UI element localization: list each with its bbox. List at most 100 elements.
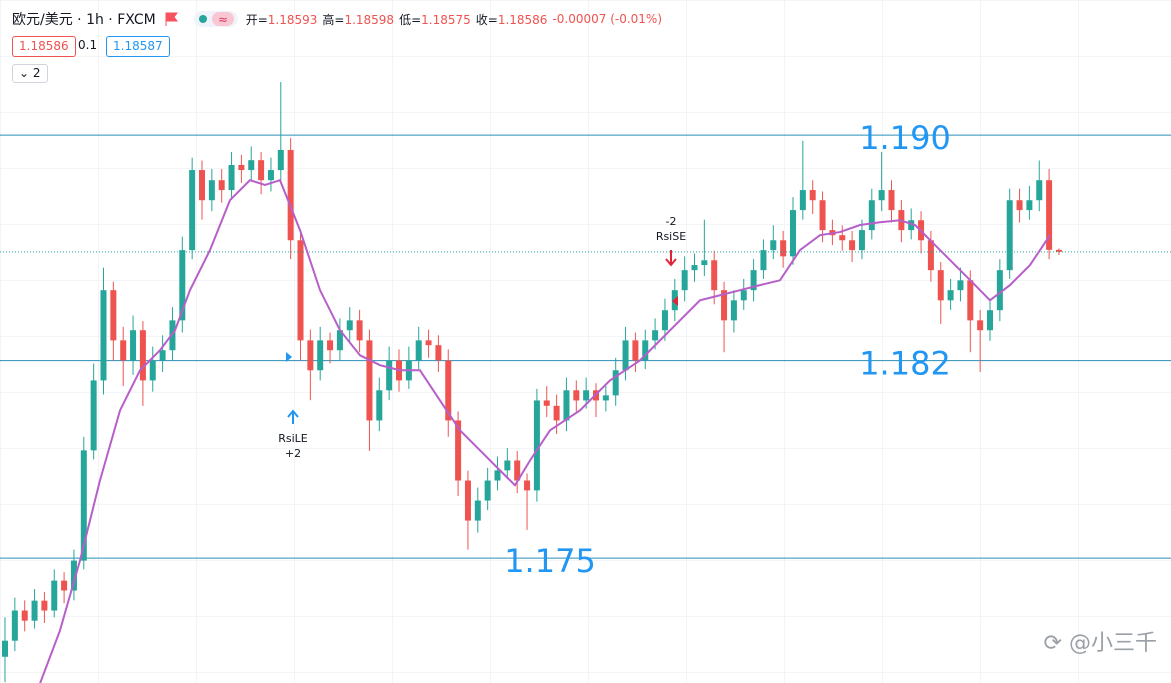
candle-body bbox=[208, 180, 215, 201]
candle-body bbox=[858, 230, 865, 251]
candle-body bbox=[996, 270, 1003, 311]
spread: 0.1 bbox=[78, 38, 98, 52]
indicator-count: 2 bbox=[32, 66, 41, 80]
level-label: 1.175 bbox=[504, 542, 596, 580]
candle-body bbox=[317, 340, 324, 371]
candle-body bbox=[189, 170, 196, 251]
long-marker bbox=[286, 352, 292, 362]
short-arrow bbox=[665, 250, 677, 267]
candle-body bbox=[987, 310, 993, 331]
moving-average bbox=[39, 178, 1051, 683]
candle-body bbox=[287, 150, 294, 241]
level-label: 1.182 bbox=[859, 345, 951, 383]
candle-body bbox=[888, 190, 895, 211]
candle-body bbox=[248, 160, 255, 171]
candle-body bbox=[484, 480, 491, 501]
ohlc-label: 高= bbox=[322, 12, 345, 27]
candle-body bbox=[770, 240, 777, 251]
signal-name: RsiLE bbox=[278, 432, 308, 445]
candle-body bbox=[41, 600, 48, 611]
candle-body bbox=[51, 580, 58, 611]
candle-body bbox=[1055, 249, 1062, 252]
candle-body bbox=[927, 240, 934, 271]
candle-body bbox=[602, 395, 609, 401]
buy-price[interactable]: 1.18587 bbox=[106, 36, 170, 57]
candle-body bbox=[740, 290, 747, 301]
candle-body bbox=[277, 150, 284, 171]
signal-name: RsiSE bbox=[656, 230, 686, 243]
candle-body bbox=[366, 340, 373, 421]
candle-body bbox=[455, 420, 462, 481]
candle-body bbox=[701, 260, 708, 266]
candle-body bbox=[130, 330, 137, 361]
candle-body bbox=[159, 350, 166, 361]
candle-body bbox=[415, 340, 422, 361]
candle-body bbox=[711, 260, 718, 291]
candle-body bbox=[681, 270, 688, 291]
candle-body bbox=[1036, 180, 1043, 201]
candle-body bbox=[849, 240, 856, 251]
candle-body bbox=[494, 470, 501, 481]
flag-icon[interactable] bbox=[164, 12, 178, 26]
candle-body bbox=[878, 190, 885, 201]
short-marker bbox=[672, 296, 678, 306]
candle-body bbox=[652, 330, 659, 341]
candle-body bbox=[839, 235, 846, 241]
candle-body bbox=[573, 390, 580, 401]
candle-body bbox=[1026, 200, 1033, 211]
candle-body bbox=[267, 170, 274, 181]
candle-body bbox=[80, 450, 87, 561]
svg-text:≈: ≈ bbox=[218, 13, 228, 27]
candle-body bbox=[868, 200, 875, 231]
candle-body bbox=[908, 220, 915, 231]
candle-body bbox=[336, 330, 343, 351]
ohlc-value: 1.18593 bbox=[267, 12, 318, 27]
candle-body bbox=[120, 340, 127, 361]
watermark-text: @小三千 bbox=[1068, 631, 1157, 656]
candle-body bbox=[553, 405, 560, 421]
candle-body bbox=[642, 340, 649, 361]
ohlc-value: 1.18586 bbox=[497, 12, 548, 27]
long-arrow bbox=[287, 409, 299, 424]
candle-body bbox=[967, 280, 974, 321]
candle-body bbox=[937, 270, 944, 301]
candle-body bbox=[1006, 200, 1013, 271]
watermark: ⟳ @小三千 bbox=[1043, 631, 1157, 656]
candle-body bbox=[730, 300, 737, 321]
candle-body bbox=[622, 340, 629, 371]
candle-body bbox=[238, 164, 245, 171]
candle-body bbox=[977, 320, 984, 331]
candle-body bbox=[750, 270, 757, 291]
candle-body bbox=[11, 610, 18, 641]
candle-body bbox=[809, 190, 816, 201]
ohlc-label: 低= bbox=[399, 12, 422, 27]
candle-body bbox=[199, 170, 205, 201]
candle-body bbox=[947, 290, 954, 301]
candle-body bbox=[721, 290, 728, 321]
indicators-toggle[interactable]: ⌄ 2 bbox=[12, 64, 48, 83]
ohlc-label: 开= bbox=[245, 12, 268, 27]
sell-price[interactable]: 1.18586 bbox=[12, 36, 76, 57]
signal-size: -2 bbox=[666, 215, 677, 228]
candle-body bbox=[179, 250, 186, 321]
candle-body bbox=[790, 210, 796, 257]
signal-size: +2 bbox=[285, 447, 301, 460]
candle-body bbox=[149, 360, 156, 381]
candle-body bbox=[376, 390, 383, 421]
candle-body bbox=[100, 290, 107, 381]
candle-body bbox=[425, 340, 432, 346]
candle-body bbox=[691, 265, 698, 271]
candle-body bbox=[2, 640, 8, 657]
candle-body bbox=[543, 400, 550, 406]
candle-body bbox=[819, 200, 826, 231]
status-badge[interactable]: ≈ bbox=[193, 10, 238, 28]
candle-body bbox=[474, 500, 481, 521]
candle-body bbox=[218, 180, 225, 191]
candle-body bbox=[583, 390, 590, 401]
symbol[interactable]: 欧元/美元 · 1h · FXCM bbox=[12, 12, 156, 28]
candle-body bbox=[346, 320, 353, 331]
level-label: 1.190 bbox=[859, 119, 951, 157]
candle-body bbox=[957, 280, 964, 291]
